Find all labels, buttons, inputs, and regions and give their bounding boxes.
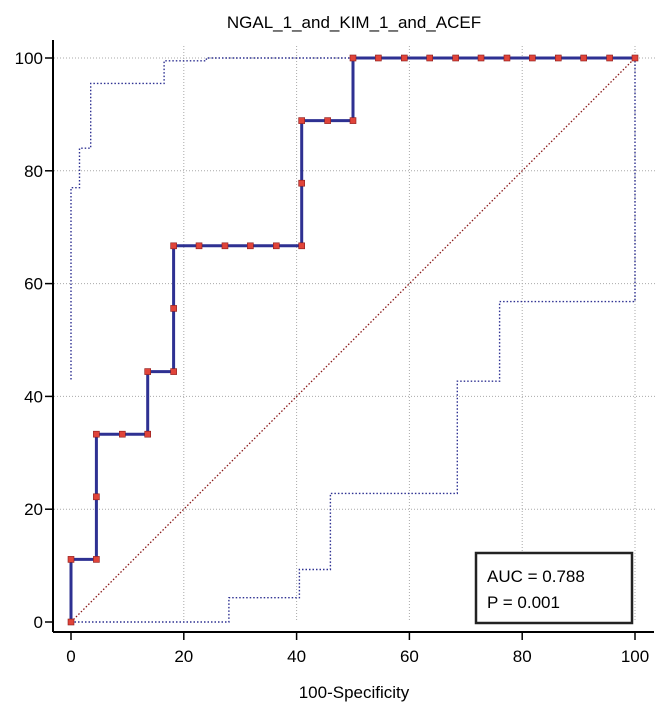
roc-point-marker: [477, 54, 485, 62]
upper-confidence-bound-line: [70, 57, 635, 380]
y-tick-label: 80: [24, 162, 43, 181]
roc-point-marker: [554, 54, 562, 62]
roc-point-marker: [580, 54, 587, 62]
roc-point-marker: [144, 368, 152, 375]
roc-point-marker: [401, 54, 408, 62]
roc-point-marker: [298, 179, 305, 187]
x-tick-label: 60: [400, 647, 419, 666]
roc-point-marker: [93, 493, 100, 501]
auc-annotation-frame: [474, 551, 634, 625]
axes: [52, 40, 654, 633]
x-tick-label: 100: [621, 647, 649, 666]
roc-point-marker: [195, 242, 203, 250]
auc-annotation-box: AUC = 0.788 P = 0.001: [474, 551, 634, 625]
roc-point-marker: [298, 117, 305, 124]
roc-point-marker: [298, 242, 305, 250]
x-tick-label: 0: [66, 647, 75, 666]
ticks: 0 20 40 60 80 100 0 20 40 60 80 100: [15, 49, 650, 666]
roc-point-marker: [503, 54, 511, 62]
roc-point-marker: [93, 556, 100, 563]
roc-point-marker: [170, 242, 177, 250]
roc-point-marker: [221, 242, 229, 250]
x-tick-label: 80: [513, 647, 532, 666]
x-tick-label: 20: [174, 647, 193, 666]
roc-point-marker: [452, 54, 459, 62]
marker-layer: [67, 54, 639, 626]
roc-point-marker: [170, 305, 177, 312]
series-layer: [69, 56, 636, 623]
lower-confidence-bound-line: [71, 58, 636, 623]
roc-point-marker: [67, 618, 75, 626]
roc-point-marker: [170, 368, 177, 375]
roc-point-marker: [67, 556, 75, 563]
y-tick-label: 60: [24, 275, 43, 294]
roc-point-marker: [349, 54, 357, 62]
roc-point-marker: [119, 430, 126, 438]
auc-value-text: AUC = 0.788: [487, 567, 585, 586]
grid: [51, 46, 655, 622]
roc-point-marker: [349, 117, 357, 124]
x-tick-label: 40: [287, 647, 306, 666]
roc-point-marker: [426, 54, 434, 62]
roc-point-marker: [144, 430, 152, 438]
roc-point-marker: [272, 242, 280, 250]
chart-title: NGAL_1_and_KIM_1_and_ACEF: [227, 13, 481, 32]
roc-point-marker: [606, 54, 613, 62]
roc-point-marker: [631, 54, 639, 62]
y-tick-label: 40: [24, 387, 43, 406]
y-tick-label: 100: [15, 49, 43, 68]
reference-diagonal-line: [70, 57, 636, 623]
roc-point-marker: [247, 242, 254, 250]
y-tick-label: 0: [34, 613, 43, 632]
roc-curve-line: [69, 56, 635, 622]
x-axis-label: 100-Specificity: [299, 683, 410, 702]
roc-point-marker: [375, 54, 382, 62]
roc-point-marker: [324, 117, 331, 124]
roc-point-marker: [93, 430, 100, 438]
y-tick-label: 20: [24, 500, 43, 519]
p-value-text: P = 0.001: [487, 593, 560, 612]
roc-point-marker: [529, 54, 536, 62]
